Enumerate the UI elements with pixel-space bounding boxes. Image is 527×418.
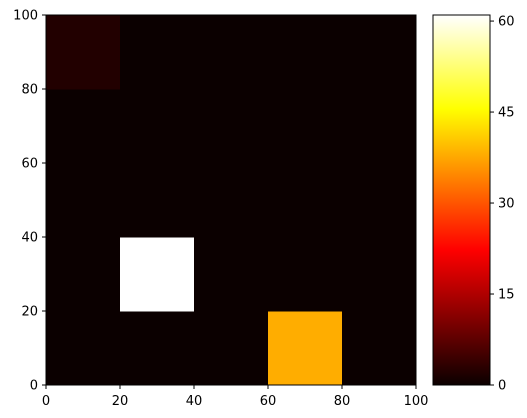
colorbar-tick-label: 0 (498, 379, 506, 394)
heatmap-plot-area (46, 15, 417, 386)
colorbar (432, 14, 491, 386)
colorbar-tick-label: 60 (498, 15, 515, 30)
colorbar-tick-label: 45 (498, 106, 515, 121)
heatmap-cell (268, 311, 343, 386)
heatmap-cell (342, 237, 417, 312)
heatmap-cell (120, 237, 195, 312)
y-tick-label: 20 (21, 305, 38, 320)
heatmap-cell (194, 15, 269, 90)
heatmap-cell (46, 311, 121, 386)
heatmap-cell (268, 89, 343, 164)
x-tick-label: 20 (112, 394, 129, 409)
y-tick-label: 60 (21, 157, 38, 172)
x-tick-label: 0 (42, 394, 50, 409)
y-axis: 0 20 40 60 80 100 (13, 9, 46, 394)
heatmap-cell (194, 311, 269, 386)
plot-frame (45, 14, 417, 386)
y-tick-label: 0 (30, 379, 38, 394)
colorbar-axis: 0 15 30 45 60 (490, 15, 515, 394)
heatmap-cell (120, 15, 195, 90)
heatmap-cell (46, 163, 121, 238)
x-axis: 0 20 40 60 80 100 (42, 385, 429, 409)
heatmap-cell (46, 237, 121, 312)
heatmap-cell (268, 15, 343, 90)
heatmap-cell (194, 163, 269, 238)
y-tick-label: 40 (21, 231, 38, 246)
heatmap-cell (46, 15, 121, 90)
heatmap-cell (268, 163, 343, 238)
x-tick-label: 60 (260, 394, 277, 409)
heatmap-cell (268, 237, 343, 312)
heatmap-cell (46, 89, 121, 164)
colorbar-tick-label: 15 (498, 288, 515, 303)
colorbar-tick-label: 30 (498, 197, 515, 212)
heatmap-cell (342, 89, 417, 164)
heatmap-cell (120, 311, 195, 386)
heatmap-cell (120, 163, 195, 238)
heatmap-cell (194, 237, 269, 312)
heatmap-cell (342, 311, 417, 386)
y-tick-label: 100 (13, 9, 38, 24)
y-tick-label: 80 (21, 83, 38, 98)
heatmap-cell (120, 89, 195, 164)
heatmap-cell (194, 89, 269, 164)
x-tick-label: 100 (404, 394, 429, 409)
x-tick-label: 80 (334, 394, 351, 409)
heatmap-cell (342, 163, 417, 238)
heatmap-cell (342, 15, 417, 90)
x-tick-label: 40 (186, 394, 203, 409)
